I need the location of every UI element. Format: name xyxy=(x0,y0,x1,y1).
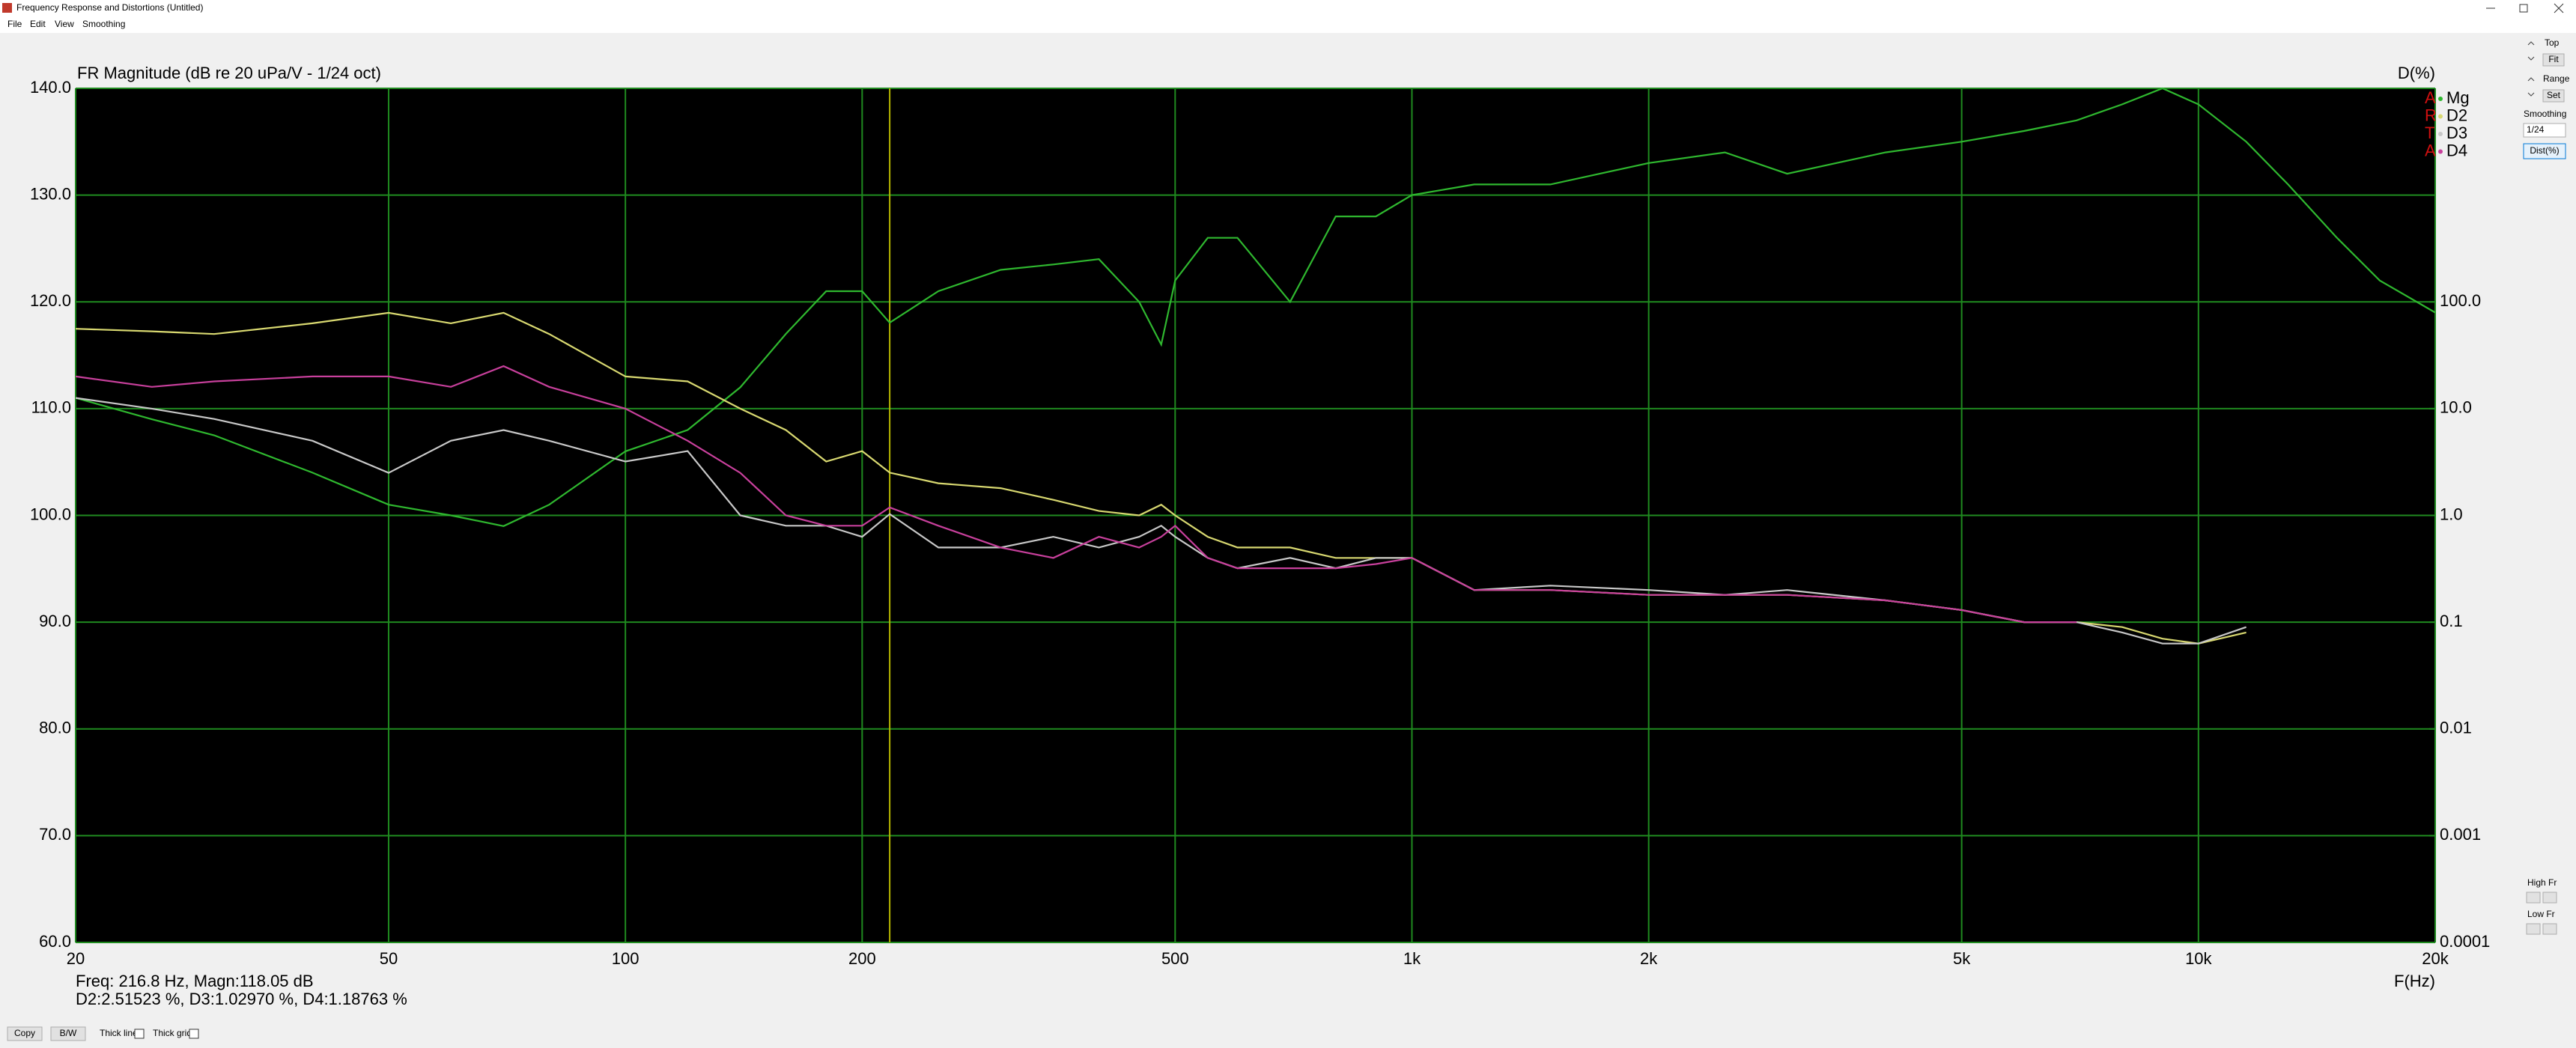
legend-label: D2 xyxy=(2446,106,2467,124)
x-tick-label: 10k xyxy=(2185,949,2212,968)
y2-axis-label: D(%) xyxy=(2398,64,2435,82)
y-tick-label: 60.0 xyxy=(39,932,71,951)
x-tick-label: 2k xyxy=(1640,949,1658,968)
title-bar xyxy=(0,0,2576,16)
menu-item[interactable]: Edit xyxy=(30,19,46,29)
button-label: B/W xyxy=(60,1028,77,1038)
y-tick-label: 80.0 xyxy=(39,719,71,737)
watermark-letter: A xyxy=(2425,88,2436,107)
watermark-letter: R xyxy=(2425,106,2437,124)
high-fr-up[interactable] xyxy=(2542,892,2557,904)
window-controls[interactable] xyxy=(2486,3,2564,13)
x-tick-label: 100 xyxy=(612,949,640,968)
maximize[interactable] xyxy=(2519,4,2528,13)
cursor-readout: Freq: 216.8 Hz, Magn:118.05 dB xyxy=(76,972,314,990)
high-fr-down[interactable] xyxy=(2526,892,2541,904)
thick-line-checkbox[interactable] xyxy=(134,1029,145,1039)
series-line xyxy=(75,365,2077,624)
watermark-letter: A xyxy=(2425,141,2436,159)
legend-label: Mg xyxy=(2446,88,2470,107)
low-fr-down[interactable] xyxy=(2526,923,2541,935)
fit-button[interactable] xyxy=(2542,53,2565,67)
menu-item[interactable]: Smoothing xyxy=(82,19,125,29)
button-label: Copy xyxy=(14,1028,35,1038)
copy-button[interactable] xyxy=(7,1026,43,1041)
y-tick-label: 70.0 xyxy=(39,825,71,844)
legend-label: D3 xyxy=(2446,124,2467,142)
thick-grid-checkbox[interactable] xyxy=(189,1029,199,1039)
y-tick-label: 130.0 xyxy=(30,184,71,203)
app-icon xyxy=(2,3,12,13)
button-label: Dist(%) xyxy=(2530,145,2559,156)
scroll-arrows[interactable] xyxy=(2527,41,2535,61)
button-label: Fit xyxy=(2548,54,2559,64)
x-tick-label: 20k xyxy=(2422,949,2449,968)
y2-tick-label: 1.0 xyxy=(2440,505,2463,523)
bw-button[interactable] xyxy=(50,1026,86,1041)
legend-marker xyxy=(2438,132,2443,136)
y2-tick-label: 0.01 xyxy=(2440,719,2472,737)
watermark-letter: T xyxy=(2425,124,2434,142)
y2-tick-label: 0.0001 xyxy=(2440,932,2490,951)
x-tick-label: 500 xyxy=(1161,949,1189,968)
button-label: Set xyxy=(2547,90,2561,100)
panel-label: High Fr xyxy=(2527,877,2557,888)
x-tick-label: 20 xyxy=(67,949,85,968)
checkbox-label: Thick line xyxy=(100,1028,138,1038)
legend-marker xyxy=(2438,114,2443,119)
y-tick-label: 140.0 xyxy=(30,78,71,97)
set-button[interactable] xyxy=(2542,89,2565,103)
x-tick-label: 200 xyxy=(848,949,876,968)
panel-label: Smoothing xyxy=(2524,109,2566,119)
y-tick-label: 90.0 xyxy=(39,612,71,630)
y-tick-label: 120.0 xyxy=(30,291,71,310)
bottom-toolbar: Copy B/W Thick line Thick grid xyxy=(7,1026,199,1041)
low-fr-up[interactable] xyxy=(2542,923,2557,935)
select-value: 1/24 xyxy=(2527,124,2545,135)
panel-label: Low Fr xyxy=(2527,909,2555,919)
menu-item[interactable]: File xyxy=(7,19,22,29)
checkbox-label: Thick grid xyxy=(153,1028,192,1038)
x-tick-label: 50 xyxy=(380,949,398,968)
chart-title: FR Magnitude (dB re 20 uPa/V - 1/24 oct) xyxy=(77,64,381,82)
close[interactable] xyxy=(2554,3,2564,13)
x-tick-label: 5k xyxy=(1953,949,1971,968)
scroll-arrows[interactable] xyxy=(2527,77,2535,97)
side-panel: Top Fit Range Set Smoothing 1/24 Dist(%)… xyxy=(2523,37,2570,935)
y2-tick-label: 0.1 xyxy=(2440,612,2463,630)
y-tick-label: 110.0 xyxy=(31,398,71,417)
legend-marker xyxy=(2438,97,2443,101)
panel-label: Range xyxy=(2543,73,2570,84)
window-title: Frequency Response and Distortions (Unti… xyxy=(16,2,203,13)
cursor-readout: D2:2.51523 %, D3:1.02970 %, D4:1.18763 % xyxy=(76,990,407,1008)
legend-label: D4 xyxy=(2446,141,2467,159)
y2-tick-label: 10.0 xyxy=(2440,398,2472,417)
menu-bar xyxy=(0,16,2576,33)
dist-button[interactable] xyxy=(2523,143,2566,159)
y2-tick-label: 100.0 xyxy=(2440,291,2481,310)
y2-tick-label: 0.001 xyxy=(2440,825,2481,844)
smoothing-select[interactable] xyxy=(2523,123,2566,138)
menu-item[interactable]: View xyxy=(55,19,74,29)
legend-marker xyxy=(2438,149,2443,154)
x-axis-label: F(Hz) xyxy=(2394,972,2435,990)
panel-label: Top xyxy=(2545,37,2560,48)
series-line xyxy=(75,87,2436,527)
x-tick-label: 1k xyxy=(1403,949,1421,968)
y-tick-label: 100.0 xyxy=(30,505,71,523)
